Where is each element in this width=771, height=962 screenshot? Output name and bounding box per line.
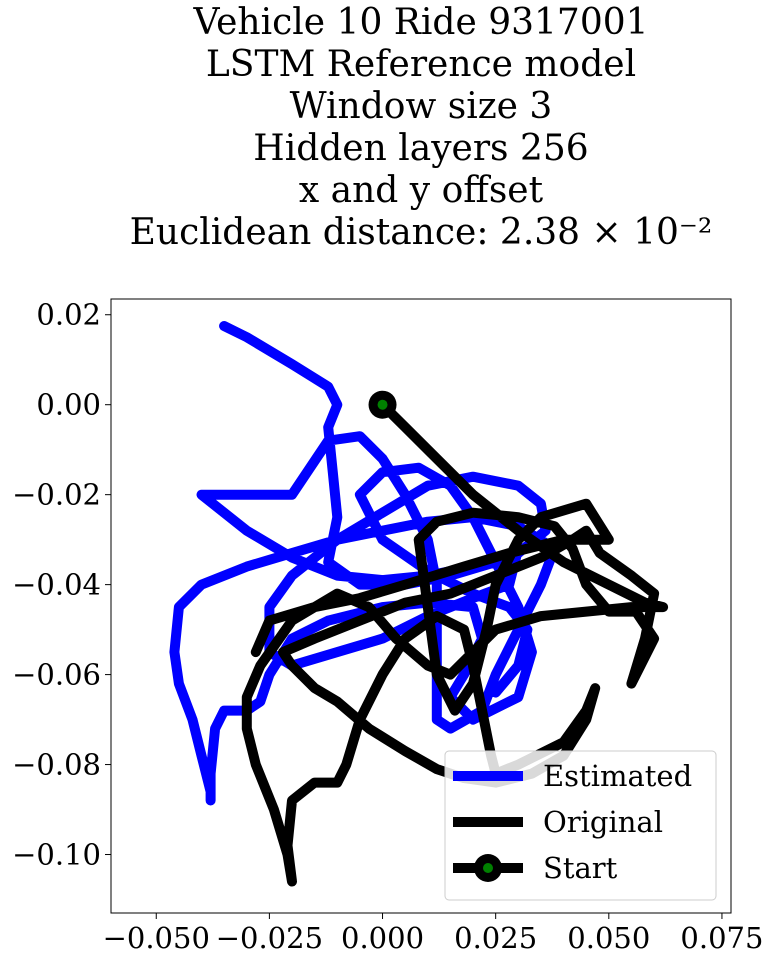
x-tick-label: −0.025 [216, 921, 323, 955]
legend-label-estimated: Estimated [543, 759, 692, 793]
legend: Estimated Original Start [444, 750, 717, 901]
title-line-4: Hidden layers 256 [253, 128, 588, 169]
y-tick-label: 0.02 [36, 298, 101, 332]
title-line-3: Window size 3 [290, 86, 553, 127]
y-tick-label: −0.10 [12, 838, 101, 872]
x-tick-label: 0.025 [454, 921, 537, 955]
x-tick-label: 0.000 [341, 921, 424, 955]
start-marker-center [377, 399, 388, 410]
legend-box [444, 750, 717, 901]
title-line-6: Euclidean distance: 2.38 × 10⁻² [130, 212, 713, 253]
title-line-1: Vehicle 10 Ride 9317001 [192, 2, 648, 43]
x-tick-label: 0.050 [567, 921, 650, 955]
legend-start-marker-center [483, 863, 493, 873]
legend-label-start: Start [543, 851, 618, 885]
y-tick-label: −0.04 [12, 568, 101, 602]
y-tick-label: −0.06 [12, 658, 101, 692]
y-tick-label: 0.00 [36, 388, 101, 422]
y-axis: 0.02 0.00 −0.02 −0.04 −0.06 −0.08 −0.10 [12, 298, 111, 872]
x-tick-label: 0.075 [680, 921, 763, 955]
legend-label-original: Original [543, 805, 663, 839]
x-axis: −0.050 −0.025 0.000 0.025 0.050 0.075 [103, 913, 763, 955]
y-tick-label: −0.08 [12, 748, 101, 782]
y-tick-label: −0.02 [12, 478, 101, 512]
title-line-2: LSTM Reference model [206, 44, 636, 85]
x-tick-label: −0.050 [103, 921, 210, 955]
plot-frame [110, 298, 732, 914]
title-line-5: x and y offset [299, 170, 544, 211]
